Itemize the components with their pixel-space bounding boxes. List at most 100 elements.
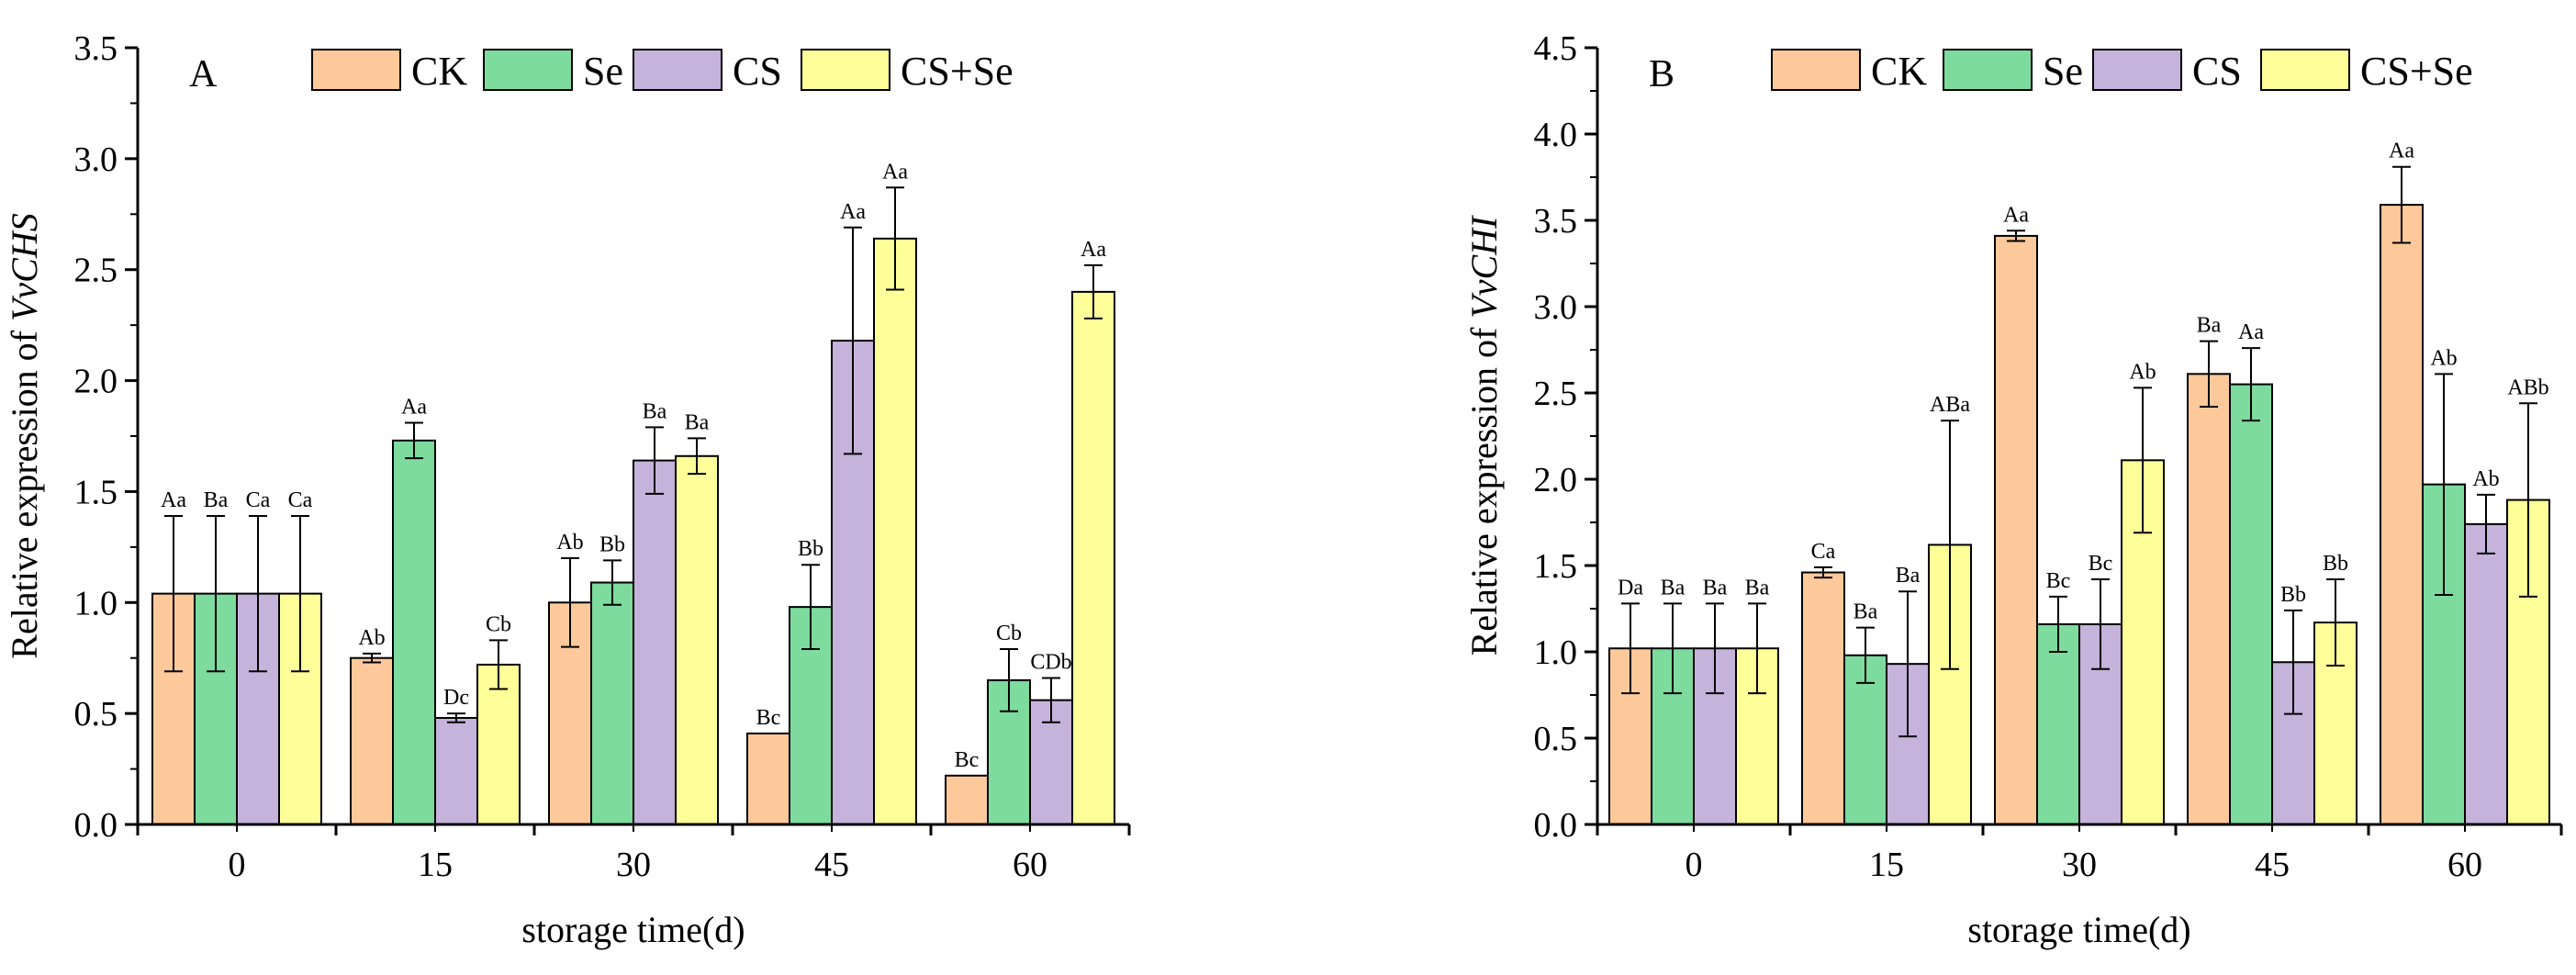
y-axis-label-prefix: Relative expression of <box>4 321 45 659</box>
legend-swatch <box>801 49 890 91</box>
y-tick-label: 2.5 <box>74 252 118 290</box>
y-axis-label-prefix: Relative expression of <box>1463 319 1505 656</box>
x-tick-label: 30 <box>616 846 651 884</box>
significance-label: Bb <box>798 537 823 561</box>
significance-label: Bc <box>2089 552 2113 576</box>
significance-label: Ab <box>358 626 385 650</box>
y-axis-label-gene: VvCHS <box>4 213 45 321</box>
x-tick-label: 45 <box>814 846 849 884</box>
y-tick-label: 0.5 <box>1534 720 1578 758</box>
panel-letter: A <box>189 53 218 95</box>
bar-csplusse-15 <box>476 663 521 825</box>
legend-label: CS <box>733 49 782 94</box>
legend-label: CS+Se <box>901 49 1014 94</box>
significance-label: Ba <box>685 410 710 434</box>
panel-a: Aa Ab Ab Bc Bc Ba Aa Bb Bb Cb Ca Dc Ba Aa CDb Ca Cb Ba Aa A… <box>4 29 1131 950</box>
x-tick-label: 15 <box>1869 846 1904 884</box>
bar-se-45 <box>2229 383 2273 825</box>
significance-label: Aa <box>1081 238 1106 262</box>
bar-csplusse-60 <box>1071 290 1115 825</box>
bar-se-30 <box>2036 622 2080 825</box>
bar-cs-30 <box>633 459 677 825</box>
significance-label: Aa <box>2003 203 2029 227</box>
significance-label: Cb <box>486 612 511 636</box>
y-tick-label: 3.0 <box>1534 288 1578 327</box>
legend-swatch <box>311 49 401 91</box>
legend-swatch <box>633 49 722 91</box>
legend-swatch <box>2092 49 2182 91</box>
bar-se-30 <box>590 581 634 825</box>
significance-label: Bb <box>599 532 625 556</box>
legend-label: CS <box>2192 49 2242 94</box>
legend-swatch <box>2260 49 2350 91</box>
significance-label: Ca <box>1811 540 1836 564</box>
bar-ck-45 <box>2187 373 2231 825</box>
x-tick-label: 30 <box>2062 846 2097 884</box>
legend-label: CS+Se <box>2360 49 2473 94</box>
y-tick-label: 1.0 <box>74 584 118 622</box>
bar-ck-30 <box>1994 234 2038 826</box>
significance-label: Bb <box>2280 583 2306 607</box>
significance-label: Bc <box>2046 569 2071 593</box>
significance-label: Aa <box>161 488 186 512</box>
y-tick-label: 2.5 <box>1534 375 1578 413</box>
significance-label: Cb <box>996 622 1022 645</box>
significance-label: Bc <box>955 748 980 772</box>
significance-label: Ba <box>643 399 667 423</box>
y-tick-label: 3.0 <box>74 140 118 179</box>
significance-label: Bb <box>2323 552 2348 576</box>
significance-label: Aa <box>2238 320 2264 344</box>
significance-label: Ba <box>1661 576 1686 600</box>
significance-label: Ba <box>204 488 229 512</box>
x-tick-label: 0 <box>1686 846 1703 884</box>
y-tick-label: 1.0 <box>1534 633 1578 672</box>
legend-label: CK <box>1871 49 1927 94</box>
y-tick-label: 4.5 <box>1534 29 1578 68</box>
y-tick-label: 2.0 <box>74 363 118 401</box>
y-tick-label: 1.5 <box>74 473 118 511</box>
y-tick-label: 0.5 <box>74 695 118 734</box>
significance-label: Ba <box>1854 600 1878 624</box>
significance-label: Ba <box>1896 564 1921 588</box>
significance-label: ABa <box>1930 393 1970 417</box>
significance-label: Aa <box>2389 140 2414 163</box>
y-tick-label: 4.0 <box>1534 116 1578 154</box>
x-tick-label: 15 <box>418 846 453 884</box>
y-tick-label: 0.0 <box>1534 806 1578 845</box>
bar-ck-60 <box>2380 204 2424 825</box>
y-tick-label: 0.0 <box>74 806 118 845</box>
x-axis-label: storage time(d) <box>521 909 745 950</box>
x-tick-label: 45 <box>2255 846 2290 884</box>
legend-label: CK <box>411 49 467 94</box>
significance-label: Dc <box>443 686 469 710</box>
bar-cs-15 <box>434 716 478 826</box>
bar-cs-60 <box>2464 522 2508 825</box>
legend-label: Se <box>583 49 623 94</box>
bar-ck-15 <box>350 656 394 826</box>
legend-swatch <box>483 49 573 91</box>
significance-label: Ba <box>1703 576 1728 600</box>
y-tick-label: 2.0 <box>1534 461 1578 499</box>
significance-label: CDb <box>1030 650 1071 674</box>
panel-letter: B <box>1649 53 1674 95</box>
significance-label: Ab <box>2430 346 2457 370</box>
significance-label: Ba <box>1745 576 1770 600</box>
significance-label: Ba <box>2197 314 2222 338</box>
significance-label: Ca <box>246 488 271 512</box>
significance-label: Da <box>1618 576 1643 600</box>
x-tick-label: 60 <box>2447 846 2482 884</box>
significance-label: Ca <box>288 488 313 512</box>
significance-label: Aa <box>882 160 908 184</box>
y-tick-label: 3.5 <box>1534 202 1578 241</box>
legend-label: Se <box>2043 49 2083 94</box>
bar-ck-60 <box>945 774 989 826</box>
significance-label: ABb <box>2507 375 2548 399</box>
legend-swatch <box>1771 49 1861 91</box>
y-axis-label: Relative expression of VvCHI <box>1463 215 1505 656</box>
significance-label: Ab <box>2472 467 2499 491</box>
bar-csplusse-30 <box>675 454 719 825</box>
x-tick-label: 0 <box>229 846 246 884</box>
y-axis-label-gene: VvCHI <box>1463 215 1505 319</box>
significance-label: Aa <box>840 200 866 224</box>
